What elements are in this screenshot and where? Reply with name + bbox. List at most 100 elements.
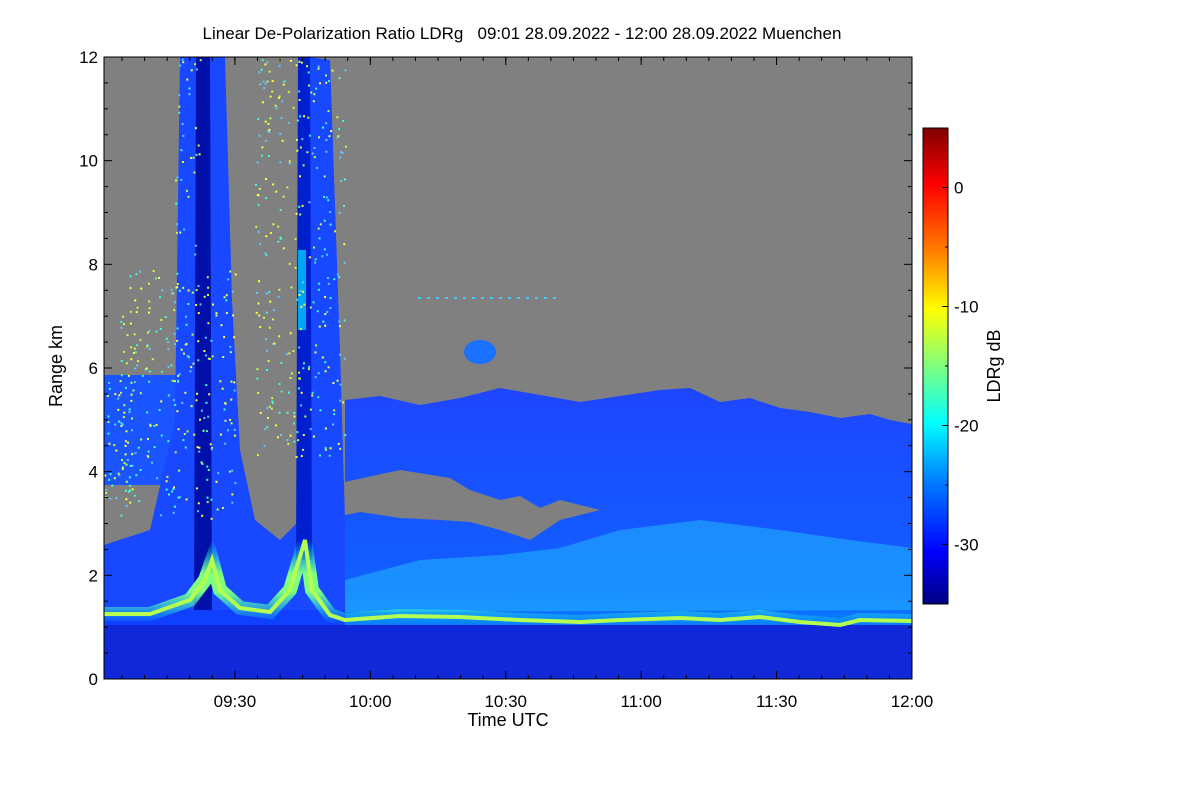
noise-dot <box>324 447 327 450</box>
noise-dot <box>327 110 330 113</box>
noise-dot <box>289 59 292 62</box>
noise-dot <box>343 243 346 246</box>
noise-dot <box>136 364 139 367</box>
noise-dot <box>108 381 111 384</box>
noise-dot <box>298 90 301 93</box>
noise-dot <box>139 338 142 341</box>
noise-dot <box>181 402 184 404</box>
noise-dot <box>280 361 283 364</box>
noise-dot <box>343 178 346 181</box>
noise-dot <box>331 69 334 72</box>
noise-dot <box>190 405 193 408</box>
noise-dot <box>316 310 319 313</box>
noise-dot <box>127 374 130 377</box>
noise-dot <box>118 420 120 423</box>
noise-dot <box>299 175 301 178</box>
turbulent-zone <box>345 520 912 612</box>
noise-dot <box>176 327 179 330</box>
noise-dot <box>220 324 223 327</box>
noise-dot <box>272 318 275 321</box>
noise-dot <box>171 490 174 493</box>
noise-dot <box>296 298 298 301</box>
noise-dot <box>229 351 232 354</box>
noise-dot <box>300 404 303 407</box>
noise-dot <box>178 105 181 108</box>
noise-dot <box>118 474 121 477</box>
noise-dot <box>303 303 306 306</box>
noise-dot <box>228 470 231 473</box>
noise-dot <box>322 126 324 129</box>
noise-dot <box>215 480 218 483</box>
noise-dot <box>282 247 285 250</box>
noise-dot <box>336 116 339 119</box>
noise-dot <box>309 428 312 431</box>
noise-dot <box>271 400 274 403</box>
noise-dot <box>195 153 198 156</box>
noise-dot <box>148 380 151 383</box>
noise-dot <box>312 301 315 304</box>
noise-dot <box>206 465 209 468</box>
noise-dot <box>340 179 343 182</box>
noise-dot <box>344 145 347 148</box>
noise-dot <box>225 294 228 297</box>
noise-dot <box>318 136 320 139</box>
noise-dot <box>317 396 320 399</box>
colorbar: 0 -10 -20 -30 LDRg dB <box>922 127 1004 605</box>
noise-dot <box>207 357 210 360</box>
noise-dot <box>277 240 280 243</box>
noise-dot <box>223 296 226 299</box>
noise-dot <box>295 64 298 67</box>
noise-dot <box>197 502 200 505</box>
noise-dot <box>323 219 326 222</box>
noise-dot <box>121 459 123 462</box>
noise-dot <box>279 237 282 240</box>
noise-dot <box>298 205 301 208</box>
noise-dot <box>194 244 197 247</box>
noise-dot <box>165 337 168 340</box>
noise-dot <box>120 359 123 362</box>
noise-dot <box>107 432 110 435</box>
noise-dot <box>119 380 122 383</box>
streak-envelope-1 <box>104 57 345 610</box>
noise-dot <box>135 474 138 477</box>
noise-dot <box>129 275 132 278</box>
noise-dot <box>133 347 136 350</box>
noise-dot <box>105 489 108 492</box>
noise-dot <box>208 393 211 396</box>
noise-dot <box>182 61 185 64</box>
noise-dot <box>203 350 206 352</box>
noise-dot <box>329 211 332 214</box>
noise-dot <box>302 367 305 370</box>
noise-dot <box>148 370 151 373</box>
noise-dot <box>263 444 266 447</box>
noise-dot <box>306 151 309 154</box>
noise-dot <box>185 343 188 345</box>
noise-dot <box>301 138 304 141</box>
noise-dot <box>123 411 126 414</box>
plot-area <box>104 57 912 679</box>
noise-dot <box>292 350 295 352</box>
noise-dot <box>271 90 274 93</box>
noise-dot <box>147 438 149 440</box>
noise-dot <box>146 455 149 457</box>
noise-dot <box>338 325 341 328</box>
noise-dot <box>301 204 304 207</box>
noise-dot <box>177 379 179 382</box>
noise-dot <box>302 290 305 293</box>
noise-dot <box>303 362 305 365</box>
noise-dot <box>227 278 230 281</box>
noise-dot <box>211 355 214 358</box>
noise-dot <box>111 484 114 487</box>
noise-dot <box>264 139 267 142</box>
noise-dot <box>131 429 133 432</box>
noise-dot <box>161 370 163 373</box>
noise-dot <box>126 459 129 462</box>
noise-dot <box>278 411 281 414</box>
noise-dot <box>175 179 178 182</box>
noise-dot <box>117 397 120 400</box>
noise-dot <box>294 266 297 269</box>
noise-dot <box>278 288 281 291</box>
noise-dot <box>219 433 222 436</box>
noise-dot <box>184 446 187 449</box>
noise-dot <box>124 453 127 456</box>
